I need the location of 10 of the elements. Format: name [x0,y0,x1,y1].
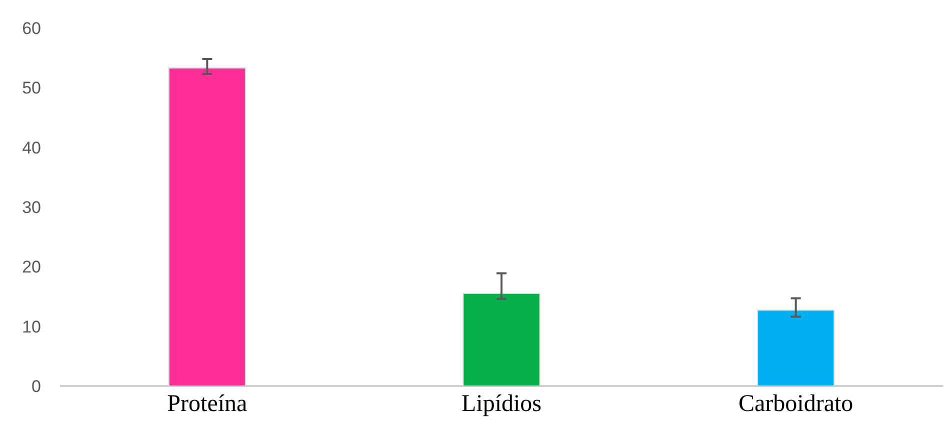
y-tick-label: 30 [22,198,41,217]
y-tick-label: 20 [22,258,41,277]
y-tick-label: 40 [22,138,41,158]
x-tick-label: Proteína [167,391,248,417]
y-tick-label: 60 [22,18,41,38]
x-tick-label: Carboidrato [738,391,854,417]
y-tick-label: 10 [22,317,41,336]
y-tick-label: 50 [22,78,41,98]
y-tick-label: 0 [32,376,41,396]
x-tick-label: Lipídios [461,391,542,417]
